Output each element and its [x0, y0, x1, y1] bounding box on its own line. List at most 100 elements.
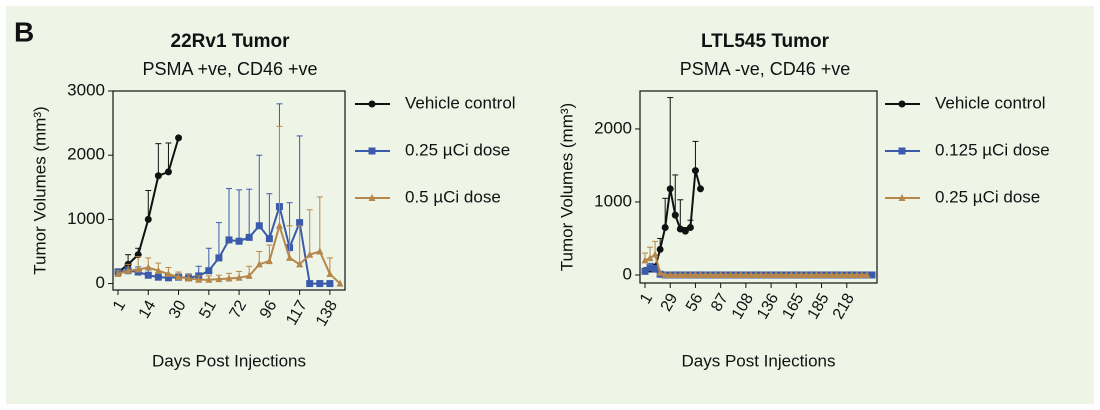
legend-label: Vehicle control [405, 93, 516, 112]
marker [651, 265, 659, 273]
marker [661, 270, 669, 278]
y-axis-label: Tumor Volumes (mm³) [30, 106, 49, 274]
legend-label: 0.25 µCi dose [405, 140, 510, 159]
marker [114, 269, 122, 277]
marker [275, 221, 283, 229]
x-axis-label: Days Post Injections [152, 351, 306, 370]
marker [646, 254, 654, 262]
marker [818, 270, 826, 278]
marker [225, 274, 233, 282]
marker [154, 266, 162, 274]
error-bar [286, 225, 293, 258]
marker [144, 271, 152, 279]
legend-label: 0.5 µCi dose [405, 187, 501, 206]
marker [134, 265, 142, 273]
marker [646, 264, 654, 272]
marker [666, 185, 674, 193]
marker [265, 235, 273, 243]
marker [326, 280, 334, 288]
marker [225, 236, 233, 244]
marker [316, 280, 324, 288]
chart-subtitle: PSMA +ve, CD46 +ve [142, 59, 317, 79]
marker [215, 254, 223, 262]
marker [752, 270, 760, 278]
marker [255, 260, 263, 268]
marker [787, 270, 795, 278]
plot-frame [639, 90, 878, 284]
error-bar [667, 97, 674, 189]
marker [898, 147, 906, 155]
marker [858, 270, 866, 278]
error-bar [692, 140, 699, 171]
marker [848, 270, 856, 278]
marker [656, 268, 664, 276]
error-bar [316, 196, 323, 252]
marker [838, 270, 846, 278]
marker [205, 267, 213, 275]
marker [737, 270, 745, 278]
marker [306, 280, 314, 288]
y-tick-label: 1000 [594, 191, 632, 210]
marker [686, 270, 694, 278]
marker [154, 172, 162, 180]
chart-title: 22Rv1 Tumor [171, 31, 291, 52]
marker [696, 185, 704, 193]
legend-label: 0.25 µCi dose [935, 187, 1040, 206]
marker [164, 274, 172, 282]
series-line [117, 202, 330, 285]
marker [368, 147, 376, 155]
marker [235, 273, 243, 281]
error-bar [677, 199, 684, 229]
y-tick-label: 0 [96, 273, 105, 292]
x-tick-label: 96 [257, 298, 281, 322]
marker [641, 267, 649, 275]
marker [641, 256, 649, 264]
marker [727, 270, 735, 278]
error-bar [246, 188, 253, 238]
y-tick-label: 2000 [594, 118, 632, 137]
marker [828, 270, 836, 278]
marker [782, 270, 790, 278]
marker [205, 275, 213, 283]
marker [762, 270, 770, 278]
marker [175, 134, 183, 142]
error-bar [145, 190, 152, 220]
marker [732, 270, 740, 278]
error-bar [165, 142, 172, 172]
marker [868, 271, 876, 279]
marker [807, 270, 815, 278]
marker [296, 260, 304, 268]
marker [691, 167, 699, 175]
x-tick-label: 14 [136, 298, 160, 322]
x-tick-label: 29 [658, 291, 682, 315]
marker [772, 270, 780, 278]
error-bar [215, 222, 222, 258]
panel-background [6, 6, 1094, 404]
marker [306, 250, 314, 258]
y-tick-label: 3000 [67, 80, 105, 99]
marker [681, 270, 689, 278]
marker [255, 222, 263, 230]
marker [164, 168, 172, 176]
y-tick-label: 0 [623, 264, 632, 283]
marker [676, 270, 684, 278]
marker [175, 273, 183, 281]
marker [368, 100, 376, 108]
marker [823, 270, 831, 278]
marker [777, 270, 785, 278]
error-bar [155, 143, 162, 176]
marker [164, 269, 172, 277]
error-bar [266, 193, 273, 239]
marker [813, 270, 821, 278]
marker [863, 270, 871, 278]
marker [651, 250, 659, 258]
x-tick-label: 51 [196, 298, 220, 322]
marker [843, 270, 851, 278]
marker [712, 270, 720, 278]
marker [797, 270, 805, 278]
marker [696, 270, 704, 278]
chart-title: LTL545 Tumor [701, 31, 830, 52]
marker [792, 270, 800, 278]
marker [898, 100, 906, 108]
